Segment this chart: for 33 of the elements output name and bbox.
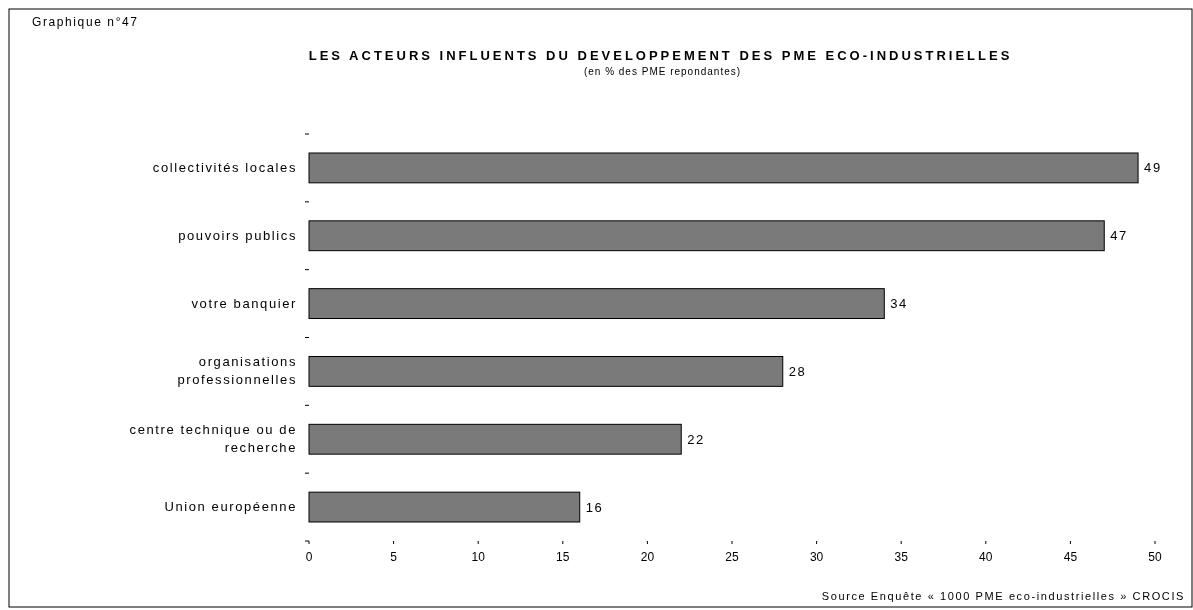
x-tick-label: 35 — [894, 550, 909, 564]
x-tick-label: 10 — [471, 550, 486, 564]
x-tick-label: 5 — [390, 550, 398, 564]
data-label: 49 — [1144, 160, 1162, 176]
x-tick-label: 15 — [556, 550, 570, 564]
data-label: 16 — [585, 499, 604, 515]
x-tick-label: 40 — [979, 550, 993, 564]
y-tick-label: Union européenne — [164, 499, 297, 515]
x-tick-label: 45 — [1063, 550, 1078, 564]
y-tick-label: centre technique ou de recherche — [129, 422, 297, 456]
x-tick-label: 25 — [725, 550, 739, 564]
data-label: 34 — [890, 296, 908, 312]
y-tick-label: organisations professionnelles — [177, 354, 297, 388]
text: Graphique n°47 — [32, 15, 139, 29]
y-tick-label: votre banquier — [191, 295, 297, 311]
y-tick-label: collectivités locales — [152, 159, 297, 175]
x-tick-label: 50 — [1148, 550, 1162, 564]
data-label: 28 — [788, 363, 807, 379]
bar — [308, 491, 581, 523]
x-tick-label: 30 — [809, 550, 824, 564]
bar — [308, 423, 682, 455]
x-tick-label: 0 — [305, 550, 313, 564]
chart-subtitle: (en % des PME repondantes) — [583, 66, 742, 77]
x-tick-label: 20 — [640, 550, 655, 564]
y-tick-label: pouvoirs publics — [178, 227, 297, 243]
bar — [308, 152, 1139, 184]
data-label: 47 — [1110, 228, 1128, 244]
chart-title: LES ACTEURS INFLUENTS DU DEVELOPPEMENT DES PME ECO-INDUSTRIELLES — [308, 48, 1013, 63]
data-label: 22 — [687, 431, 705, 447]
bar — [308, 220, 1105, 252]
bar — [308, 288, 885, 320]
bar — [308, 355, 784, 387]
source-note: Source Enquête « 1000 PME eco-industrielles » CROCIS — [821, 590, 1185, 602]
